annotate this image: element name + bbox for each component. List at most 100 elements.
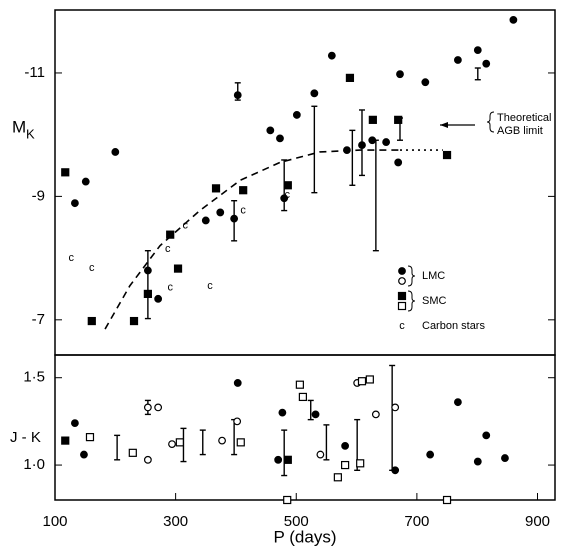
point: c	[240, 204, 246, 216]
point	[239, 186, 248, 195]
point	[501, 454, 509, 462]
legend-marker	[398, 267, 406, 275]
point	[154, 403, 163, 412]
point	[276, 134, 284, 143]
point	[365, 375, 374, 384]
point	[216, 208, 225, 217]
point	[316, 450, 325, 459]
point	[80, 450, 88, 459]
point	[283, 495, 292, 505]
point	[173, 264, 183, 273]
point	[283, 181, 292, 190]
point	[154, 294, 163, 303]
point	[473, 46, 482, 55]
point	[310, 89, 319, 98]
legend-brace	[407, 290, 416, 312]
point: c	[207, 280, 213, 292]
point	[280, 194, 289, 203]
y-tick-label: 1·5	[23, 369, 45, 386]
y-tick-label: 1·0	[23, 456, 45, 473]
point	[482, 431, 491, 440]
point	[371, 410, 380, 419]
point	[327, 51, 336, 60]
curve	[104, 149, 400, 330]
point	[143, 455, 152, 464]
point: c	[167, 282, 173, 294]
point: c	[284, 189, 290, 201]
point	[81, 177, 90, 186]
x-tick-label: 100	[42, 513, 67, 530]
point	[442, 495, 452, 505]
x-tick-label: 900	[525, 513, 550, 530]
point	[382, 138, 391, 146]
point	[233, 91, 242, 100]
point	[175, 438, 184, 447]
legend-label: Carbon stars	[422, 320, 485, 332]
y-tick-label: -9	[32, 187, 45, 204]
point	[166, 230, 175, 239]
point	[453, 398, 462, 407]
point	[128, 448, 137, 457]
point	[473, 457, 482, 466]
point	[230, 214, 239, 223]
point	[233, 417, 242, 426]
point	[274, 455, 283, 464]
point	[71, 419, 79, 428]
point	[394, 158, 403, 167]
point	[356, 459, 365, 468]
point	[266, 126, 275, 135]
point	[368, 115, 377, 124]
y-axis-label-subscript: K	[26, 126, 35, 141]
point	[218, 436, 226, 445]
point	[129, 316, 139, 326]
legend-label: SMC	[422, 295, 447, 307]
point	[61, 168, 70, 177]
x-axis-label: P (days)	[274, 527, 337, 546]
point	[357, 377, 367, 386]
x-tick-label: 300	[163, 513, 188, 530]
y-tick-label: -7	[32, 311, 45, 328]
point	[168, 440, 176, 448]
plot-frame	[54, 354, 556, 501]
point	[358, 141, 366, 150]
point	[278, 408, 287, 417]
y-tick-label: -11	[24, 64, 45, 81]
point	[143, 266, 152, 275]
point	[391, 466, 400, 475]
point	[482, 59, 491, 68]
point: c	[183, 219, 189, 231]
point	[211, 184, 221, 193]
point	[71, 199, 79, 208]
point	[345, 73, 355, 82]
legend-marker	[397, 301, 407, 311]
point	[87, 316, 96, 326]
point	[368, 136, 377, 145]
y-axis-label: J - K	[10, 429, 41, 446]
point: c	[69, 252, 75, 264]
point: c	[89, 262, 95, 274]
point	[396, 70, 404, 79]
legend-marker	[398, 277, 406, 285]
point	[333, 473, 342, 482]
point	[394, 115, 403, 124]
point	[341, 441, 350, 450]
point	[85, 433, 95, 442]
legend-marker	[397, 291, 407, 301]
annotation-brace	[486, 111, 495, 133]
annotation-arrowhead	[440, 122, 448, 128]
point	[111, 148, 120, 156]
legend-marker: c	[399, 320, 405, 332]
point	[143, 289, 152, 298]
point	[426, 450, 435, 459]
point	[295, 380, 304, 389]
x-tick-label: 500	[284, 513, 309, 530]
point	[391, 403, 400, 412]
point	[421, 78, 430, 87]
point: c	[165, 243, 171, 255]
point	[298, 392, 307, 402]
point	[283, 455, 292, 464]
y-axis-label: M	[12, 117, 26, 136]
x-tick-label: 700	[404, 513, 429, 530]
